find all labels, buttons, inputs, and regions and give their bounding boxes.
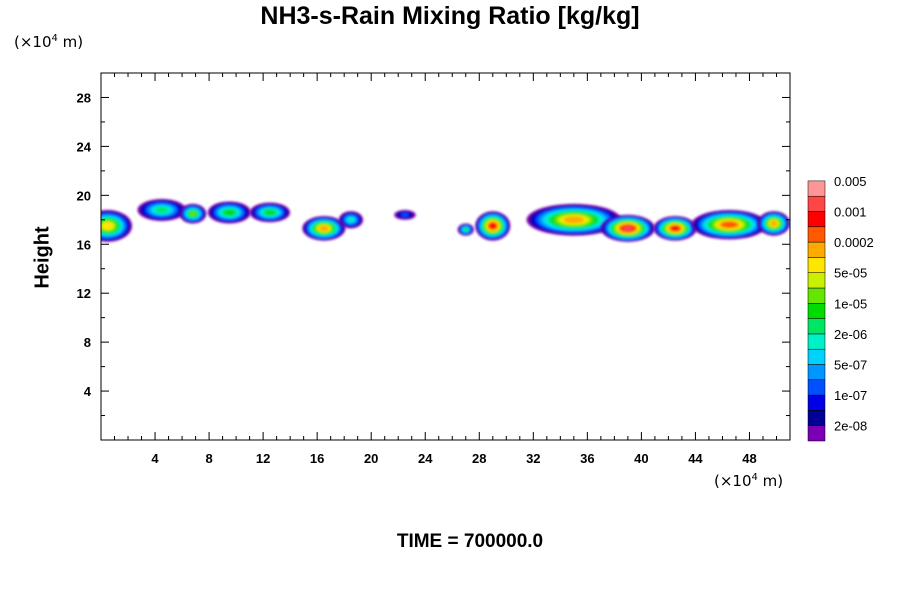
y-tick-label: 12	[77, 286, 91, 301]
y-tick-label: 8	[84, 335, 91, 350]
colorbar-swatch	[807, 241, 826, 258]
colorbar-swatch	[807, 318, 826, 335]
cloud-contour	[319, 225, 329, 231]
cloud-blob	[302, 216, 346, 241]
y-unit-prefix: (×10	[14, 33, 52, 51]
colorbar-swatch	[807, 364, 826, 381]
plot-frame	[100, 72, 791, 441]
x-tick-label: 8	[205, 451, 212, 466]
colorbar-swatch	[807, 348, 826, 365]
x-unit-prefix: (×10	[714, 472, 752, 490]
cloud-contour	[264, 210, 275, 215]
y-axis-unit: (×104 m)	[14, 33, 83, 51]
colorbar-label: 0.001	[834, 205, 867, 220]
colorbar-label: 0.0002	[834, 235, 874, 250]
cloud-blob	[457, 223, 474, 236]
cloud-contour	[721, 221, 738, 228]
y-tick-label: 16	[77, 237, 91, 252]
y-tick-label: 24	[77, 139, 92, 154]
colorbar-swatch	[807, 226, 826, 243]
colorbar-swatch	[807, 425, 826, 442]
colorbar-label: 1e-05	[834, 296, 867, 311]
x-unit-exponent: 4	[751, 472, 758, 483]
cloud-contour	[463, 228, 468, 232]
x-tick-label: 12	[256, 451, 270, 466]
cloud-blob	[338, 211, 364, 229]
cloud-contour	[155, 207, 169, 213]
y-tick-label: 20	[77, 188, 91, 203]
x-tick-label: 36	[580, 451, 594, 466]
x-tick-label: 20	[364, 451, 378, 466]
cloud-contour	[622, 225, 634, 232]
cloud-field	[101, 199, 790, 242]
colorbar-swatch	[807, 394, 826, 411]
cloud-blob	[653, 216, 697, 241]
cloud-blob	[475, 211, 511, 241]
colorbar-label: 1e-07	[834, 388, 867, 403]
colorbar-swatch	[807, 180, 826, 197]
colorbar-swatch	[807, 211, 826, 228]
colorbar-swatch	[807, 379, 826, 396]
x-tick-label: 40	[634, 451, 648, 466]
x-tick-label: 24	[418, 451, 433, 466]
cloud-blob	[600, 214, 655, 242]
cloud-contour	[102, 222, 114, 230]
plot-area	[101, 73, 790, 440]
cloud-contour	[189, 211, 197, 216]
colorbar-swatch	[807, 272, 826, 289]
y-tick-label: 4	[84, 384, 92, 399]
y-unit-exponent: 4	[51, 33, 58, 44]
colorbar: 2e-08 1e-07 5e-07 2e-06 1e-05 5e-05 0.0002 0.00…	[807, 174, 874, 442]
x-unit-suffix: m)	[757, 472, 784, 490]
chart-title: NH3-s-Rain Mixing Ratio [kg/kg]	[260, 2, 640, 30]
cloud-contour	[563, 216, 585, 224]
colorbar-label: 2e-08	[834, 419, 867, 434]
cloud-blob	[394, 210, 416, 220]
colorbar-swatch	[807, 287, 826, 304]
colorbar-label: 5e-07	[834, 358, 867, 373]
colorbar-swatch	[807, 333, 826, 350]
colorbar-label: 0.005	[834, 174, 867, 189]
x-tick-label: 44	[688, 451, 703, 466]
y-tick-label: 28	[77, 90, 91, 105]
colorbar-swatch	[807, 257, 826, 273]
cloud-blob	[137, 199, 187, 222]
y-unit-suffix: m)	[57, 33, 84, 51]
cloud-blob	[179, 203, 207, 224]
x-tick-label: 48	[742, 451, 756, 466]
cloud-contour	[670, 225, 680, 231]
colorbar-swatch	[807, 195, 826, 212]
colorbar-swatch	[807, 410, 826, 426]
colorbar-swatch	[807, 303, 826, 319]
cloud-blob	[249, 202, 291, 223]
colorbar-label: 2e-06	[834, 327, 867, 342]
x-tick-label: 28	[472, 451, 486, 466]
cloud-contour	[489, 222, 497, 229]
cloud-contour	[347, 217, 355, 223]
time-footer: TIME = 700000.0	[396, 531, 544, 552]
x-tick-label: 4	[151, 451, 159, 466]
x-tick-label: 16	[310, 451, 324, 466]
cloud-contour	[401, 213, 409, 217]
cloud-blob	[101, 210, 133, 242]
cloud-contour	[770, 220, 778, 227]
x-tick-label: 32	[526, 451, 540, 466]
cloud-blob	[526, 203, 622, 236]
cloud-blob	[691, 210, 768, 240]
x-axis-unit: (×104 m)	[714, 472, 783, 490]
cloud-blob	[757, 211, 790, 236]
colorbar-label: 5e-05	[834, 266, 867, 281]
cloud-contour	[224, 209, 235, 216]
cloud-blob	[207, 201, 251, 224]
